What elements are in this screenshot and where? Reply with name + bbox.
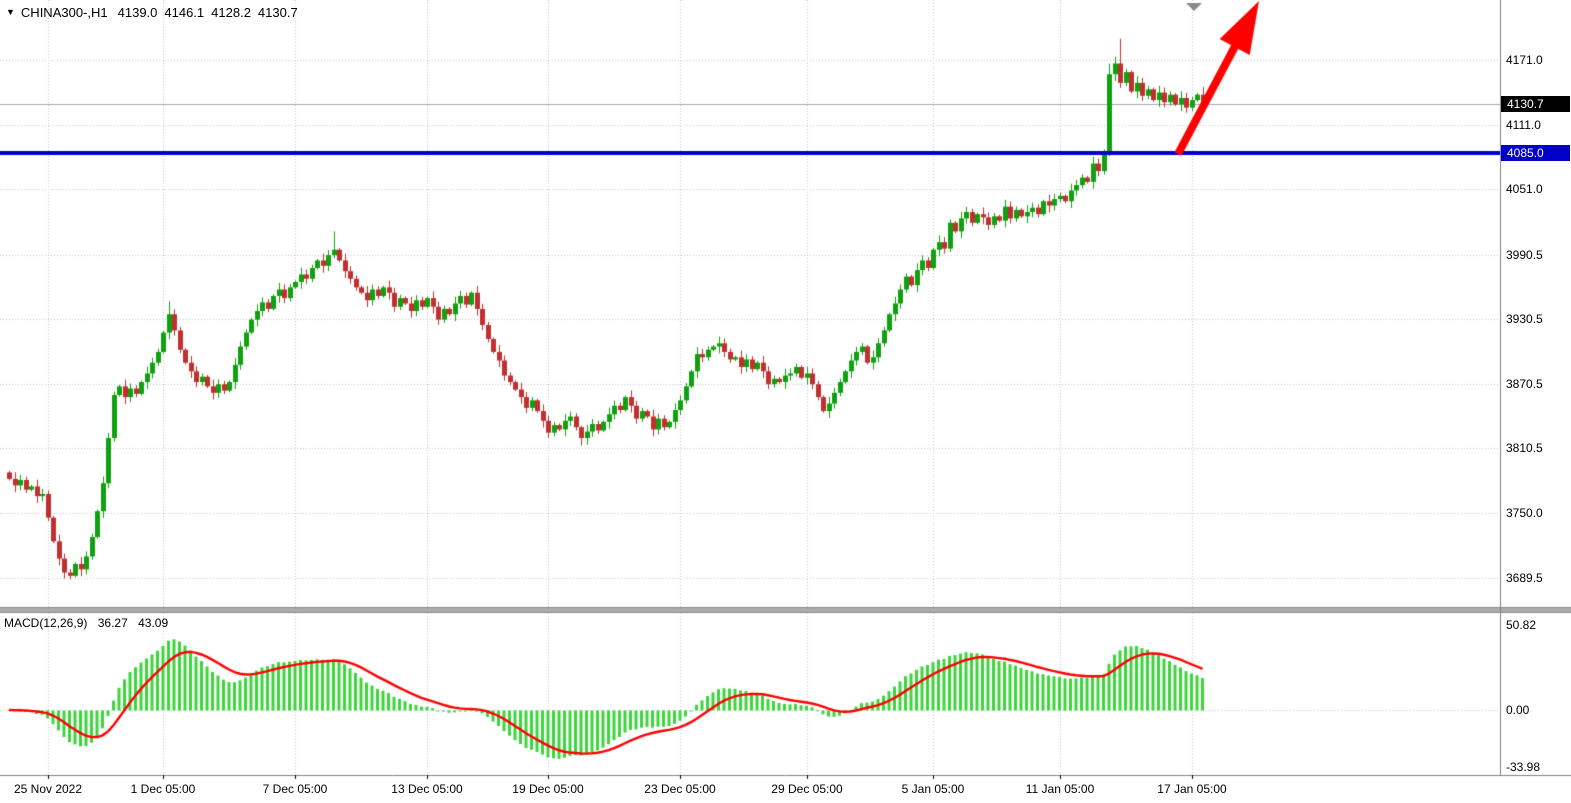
ohlc-high: 4146.1 bbox=[164, 5, 205, 20]
time-axis-label: 11 Jan 05:00 bbox=[1025, 782, 1095, 796]
macd-axis-label: 50.82 bbox=[1506, 618, 1537, 632]
chart-header: ▼ CHINA300-,H1 4139.0 4146.1 4128.2 4130… bbox=[6, 5, 305, 20]
price-axis-label: 3870.5 bbox=[1506, 377, 1543, 391]
ohlc-open: 4139.0 bbox=[117, 5, 158, 20]
macd-signal-value: 43.09 bbox=[138, 616, 169, 630]
macd-indicator-label: MACD(12,26,9) 36.27 43.09 bbox=[4, 616, 175, 630]
time-axis-label: 7 Dec 05:00 bbox=[262, 782, 328, 796]
price-axis-label: 3689.5 bbox=[1506, 571, 1543, 585]
hline-price-badge: 4085.0 bbox=[1501, 145, 1570, 161]
time-axis-label: 23 Dec 05:00 bbox=[644, 782, 716, 796]
time-axis-label: 19 Dec 05:00 bbox=[512, 782, 584, 796]
macd-name: MACD(12,26,9) bbox=[4, 616, 88, 630]
price-axis[interactable]: 4130.7 4085.0 4171.0 4111.0 4051.0 3990.5 39… bbox=[1500, 0, 1571, 775]
symbol-period-label: CHINA300-,H1 bbox=[20, 5, 108, 20]
price-axis-label: 3990.5 bbox=[1506, 248, 1543, 262]
price-axis-label: 3930.5 bbox=[1506, 312, 1543, 326]
macd-main-value: 36.27 bbox=[97, 616, 128, 630]
ohlc-close: 4130.7 bbox=[257, 5, 298, 20]
time-axis-label: 17 Jan 05:00 bbox=[1157, 782, 1227, 796]
price-axis-label: 4171.0 bbox=[1506, 53, 1543, 67]
macd-axis-label: 0.00 bbox=[1506, 703, 1530, 717]
price-axis-label: 3750.0 bbox=[1506, 506, 1543, 520]
time-axis-label: 13 Dec 05:00 bbox=[391, 782, 463, 796]
bid-price-badge: 4130.7 bbox=[1501, 96, 1570, 112]
time-axis[interactable]: 25 Nov 2022 1 Dec 05:00 7 Dec 05:00 13 Dec … bbox=[0, 775, 1571, 803]
ohlc-low: 4128.2 bbox=[211, 5, 251, 20]
triangle-down-icon[interactable]: ▼ bbox=[6, 7, 15, 17]
time-axis-label: 5 Jan 05:00 bbox=[901, 782, 965, 796]
price-axis-label: 3810.5 bbox=[1506, 441, 1543, 455]
price-axis-label: 4111.0 bbox=[1506, 118, 1541, 132]
price-axis-label: 4051.0 bbox=[1506, 182, 1543, 196]
time-axis-label: 1 Dec 05:00 bbox=[130, 782, 196, 796]
time-axis-label: 29 Dec 05:00 bbox=[771, 782, 843, 796]
macd-axis-label: -33.98 bbox=[1506, 760, 1541, 774]
time-axis-label: 25 Nov 2022 bbox=[13, 782, 83, 796]
